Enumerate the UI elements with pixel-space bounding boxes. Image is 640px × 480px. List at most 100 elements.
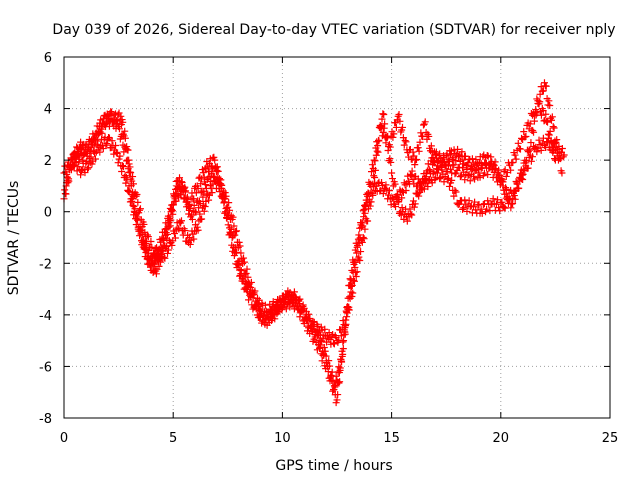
trace-point [459,164,467,172]
trace-point [218,181,226,189]
trace-point [498,198,506,206]
data-point [558,169,566,177]
trace-point [487,153,495,161]
trace-point [452,188,460,196]
trace-point [335,336,343,344]
trace-point [548,113,556,121]
trace-point [392,203,400,211]
trace-point [140,220,148,228]
trace-point [143,231,151,239]
trace-point [163,242,171,250]
trace-point [385,191,393,199]
trace-point [327,371,335,379]
trace-point [475,165,483,173]
trace-point [217,180,225,188]
trace-point [89,135,97,143]
trace-point [527,139,535,147]
trace-point [411,161,419,169]
trace-point [419,133,427,141]
trace-point [368,161,376,169]
trace-point [136,232,144,240]
trace-point [110,111,118,119]
trace-point [343,313,351,321]
trace-point [530,128,538,136]
trace-point [542,110,550,118]
data-point [433,169,441,177]
trace-point [61,186,69,194]
trace-point [513,179,521,187]
trace-point [510,192,518,200]
trace-point [229,213,237,221]
trace-point [94,137,102,145]
trace-point [476,173,484,181]
trace-point [216,175,224,183]
trace-point [181,187,189,195]
trace-point [456,173,464,181]
trace-point [468,155,476,163]
trace-point [251,287,259,295]
trace-point [542,82,550,90]
trace-point [386,143,394,151]
trace-point [378,115,386,123]
trace-point [136,206,144,214]
trace-point [353,243,361,251]
trace-point [214,167,222,175]
data-point [71,148,79,156]
trace-point [338,352,346,360]
trace-point [502,185,510,193]
data-point [121,172,129,180]
trace-point [387,158,395,166]
trace-point [221,189,229,197]
data-point [254,301,262,309]
trace-point [124,187,132,195]
trace-point [511,151,519,159]
trace-point [242,269,250,277]
trace-point [547,136,555,144]
trace-point [442,168,450,176]
trace-point [386,155,394,163]
trace-point [450,161,458,169]
trace-point [323,362,331,370]
trace-point [129,173,137,181]
trace-point [436,175,444,183]
axis-ticks: 0 5 10 15 20 25 -8 -6 -4 -2 0 2 4 6 [39,51,618,446]
trace-point [389,182,397,190]
trace-point [223,211,231,219]
trace-point [403,217,411,225]
trace-point [539,87,547,95]
trace-point [398,204,406,212]
trace-point [461,196,469,204]
trace-point [121,134,129,142]
trace-point [318,357,326,365]
trace-point [421,118,429,126]
data-point [316,344,324,352]
trace-point [226,206,234,214]
trace-point [357,248,365,256]
trace-point [130,211,138,219]
trace-point [545,97,553,105]
data-point [412,156,420,164]
trace-point [166,222,174,230]
trace-point [371,166,379,174]
trace-point [416,138,424,146]
data-point [123,156,131,164]
trace-point [515,184,523,192]
trace-point [164,246,172,254]
trace-point [483,151,491,159]
trace-point [402,138,410,146]
trace-point [539,107,547,115]
trace-point [484,197,492,205]
trace-point [168,206,176,214]
trace-point [547,116,555,124]
trace-point [454,145,462,153]
trace-point [344,305,352,313]
trace-point [125,160,133,168]
trace-point [108,137,116,145]
trace-point [523,157,531,165]
trace-point [323,358,331,366]
trace-point [428,148,436,156]
trace-point [199,169,207,177]
trace-point [171,234,179,242]
trace-point [338,358,346,366]
trace-point [340,321,348,329]
